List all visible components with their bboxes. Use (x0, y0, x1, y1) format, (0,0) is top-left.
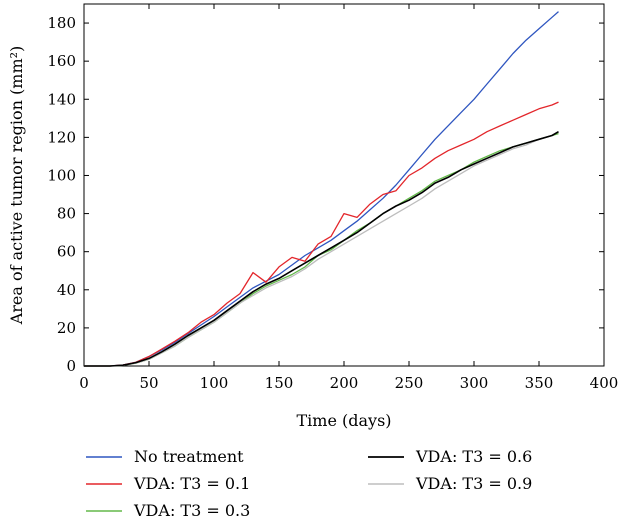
legend-label: VDA: T3 = 0.6 (415, 447, 532, 466)
series-line-4 (84, 131, 559, 367)
y-tick-label: 20 (57, 319, 76, 337)
x-tick-label: 150 (265, 374, 294, 392)
y-tick-label: 80 (57, 205, 76, 223)
x-axis-title: Time (days) (296, 411, 391, 430)
x-tick-label: 200 (330, 374, 359, 392)
tick-labels: 0 50 100 150 200 250 300 350 400 0 20 40 60 80 100 120 1… (47, 14, 618, 392)
y-tick-label: 0 (66, 357, 76, 375)
y-tick-label: 40 (57, 281, 76, 299)
legend-label: No treatment (134, 447, 244, 466)
series-line-3 (84, 131, 559, 367)
legend: No treatment VDA: T3 = 0.1 VDA: T3 = 0.3 VD… (86, 447, 532, 520)
x-tick-label: 350 (525, 374, 554, 392)
y-tick-label: 100 (47, 166, 76, 184)
x-tick-label: 300 (460, 374, 489, 392)
y-tick-label: 120 (47, 128, 76, 146)
x-tick-label: 250 (395, 374, 424, 392)
y-axis-title: Area of active tumor region (mm²) (7, 46, 26, 326)
y-tick-label: 180 (47, 14, 76, 32)
x-tick-label: 100 (200, 374, 229, 392)
plot-frame (83, 3, 605, 367)
x-tick-label: 400 (590, 374, 619, 392)
y-tick-label: 140 (47, 90, 76, 108)
series-line-0 (84, 11, 559, 367)
x-tick-label: 0 (79, 374, 89, 392)
series-lines (84, 11, 559, 367)
legend-label: VDA: T3 = 0.1 (133, 474, 250, 493)
axis-ticks (83, 4, 605, 367)
series-line-1 (84, 101, 559, 367)
x-tick-label: 50 (139, 374, 158, 392)
legend-label: VDA: T3 = 0.9 (415, 474, 532, 493)
legend-label: VDA: T3 = 0.3 (133, 501, 250, 520)
y-tick-label: 60 (57, 243, 76, 261)
y-tick-label: 160 (47, 52, 76, 70)
